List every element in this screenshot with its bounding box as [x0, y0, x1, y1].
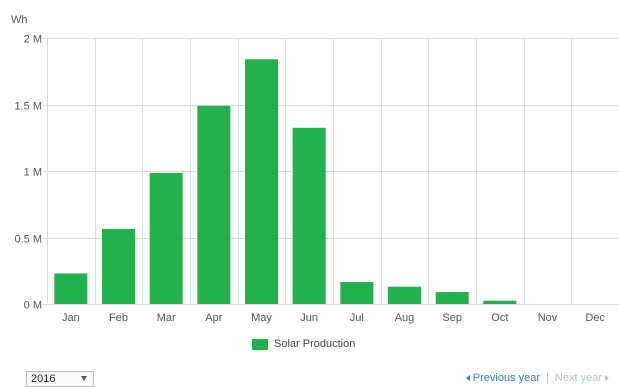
x-tick-label: Nov: [538, 312, 558, 324]
x-tick-label: Oct: [491, 312, 508, 324]
y-axis-ticks: 0 M 0.5 M 1 M 1.5 M 2 M: [14, 34, 42, 312]
x-axis-ticks: Jan Feb Mar Apr May Jun Jul Aug Sep Oct Nov Dec: [62, 312, 605, 324]
arrow-right-icon: [605, 375, 609, 382]
x-tick-label: Mar: [157, 312, 176, 324]
previous-year-label: Previous year: [472, 372, 541, 384]
chevron-down-icon: [81, 376, 87, 381]
y-tick-label: 2 M: [24, 34, 42, 46]
x-tick-label: Jul: [350, 312, 364, 324]
bar-aug[interactable]: [388, 286, 421, 304]
bar-jan[interactable]: [54, 273, 88, 304]
grid-lines: [43, 38, 619, 305]
next-year-label: Next year: [554, 372, 602, 384]
arrow-left-icon: [465, 375, 470, 382]
legend[interactable]: Solar Production: [252, 337, 355, 351]
bars: [54, 59, 517, 305]
y-tick-label: 0 M: [24, 300, 42, 312]
bar-apr[interactable]: [197, 105, 231, 304]
bar-jul[interactable]: [340, 282, 374, 304]
previous-year-link[interactable]: Previous year: [465, 372, 541, 384]
y-tick-label: 1.5 M: [14, 101, 42, 113]
bar-may[interactable]: [245, 59, 278, 304]
y-tick-label: 0.5 M: [14, 234, 42, 246]
legend-label: Solar Production: [274, 338, 356, 350]
nav-separator: |: [546, 372, 549, 384]
year-navigation: Previous year | Next year: [465, 372, 609, 384]
x-tick-label: Sep: [442, 312, 462, 324]
x-tick-label: Aug: [395, 312, 415, 324]
x-tick-label: Dec: [585, 312, 605, 324]
x-tick-label: Jan: [62, 312, 80, 324]
x-tick-label: Jun: [300, 312, 318, 324]
x-tick-label: Feb: [109, 312, 128, 324]
x-tick-label: Apr: [205, 312, 222, 324]
bar-mar[interactable]: [149, 172, 183, 304]
y-axis-label: Wh: [11, 14, 28, 26]
next-year-link[interactable]: Next year: [555, 372, 609, 384]
bar-feb[interactable]: [102, 228, 135, 304]
x-tick-label: May: [251, 312, 272, 324]
bar-oct[interactable]: [483, 300, 517, 304]
y-tick-label: 1 M: [24, 167, 42, 179]
legend-swatch: [252, 338, 268, 350]
year-select-value: 2016: [31, 373, 56, 385]
year-select[interactable]: 2016: [26, 371, 94, 387]
bar-sep[interactable]: [435, 292, 469, 304]
bar-jun[interactable]: [292, 127, 326, 305]
